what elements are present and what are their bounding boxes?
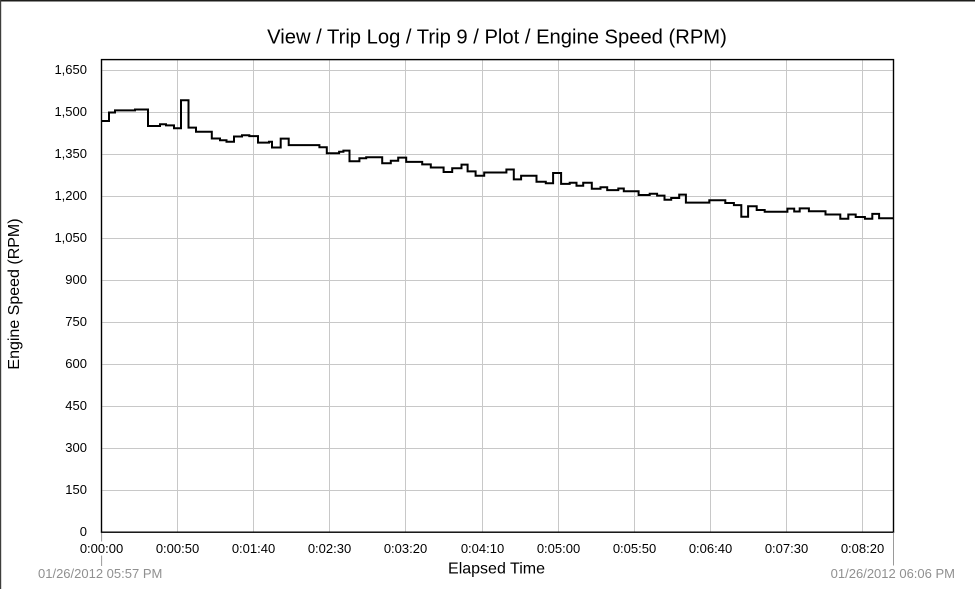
svg-text:0:03:20: 0:03:20 [384,541,427,556]
svg-text:Engine Speed (RPM): Engine Speed (RPM) [6,218,23,369]
svg-text:0:00:00: 0:00:00 [80,541,123,556]
svg-text:0:05:50: 0:05:50 [613,541,656,556]
svg-text:01/26/2012 05:57 PM: 01/26/2012 05:57 PM [38,566,162,581]
svg-text:600: 600 [65,356,87,371]
svg-text:0:02:30: 0:02:30 [308,541,351,556]
svg-text:01/26/2012 06:06 PM: 01/26/2012 06:06 PM [831,566,955,581]
svg-text:0: 0 [80,524,87,539]
svg-text:0:06:40: 0:06:40 [689,541,732,556]
svg-text:1,200: 1,200 [54,188,87,203]
svg-text:150: 150 [65,482,87,497]
svg-text:View / Trip Log / Trip 9 / Plo: View / Trip Log / Trip 9 / Plot / Engine… [267,27,727,49]
svg-text:0:04:10: 0:04:10 [461,541,504,556]
svg-text:1,650: 1,650 [54,62,87,77]
svg-text:750: 750 [65,314,87,329]
svg-text:0:07:30: 0:07:30 [765,541,808,556]
svg-text:Elapsed Time: Elapsed Time [448,561,545,578]
svg-text:300: 300 [65,440,87,455]
svg-text:450: 450 [65,398,87,413]
svg-text:0:05:00: 0:05:00 [537,541,580,556]
svg-text:0:01:40: 0:01:40 [232,541,275,556]
svg-text:1,500: 1,500 [54,104,87,119]
svg-text:1,350: 1,350 [54,146,87,161]
svg-text:0:00:50: 0:00:50 [156,541,199,556]
svg-text:0:08:20: 0:08:20 [841,541,884,556]
svg-text:900: 900 [65,272,87,287]
svg-text:1,050: 1,050 [54,230,87,245]
